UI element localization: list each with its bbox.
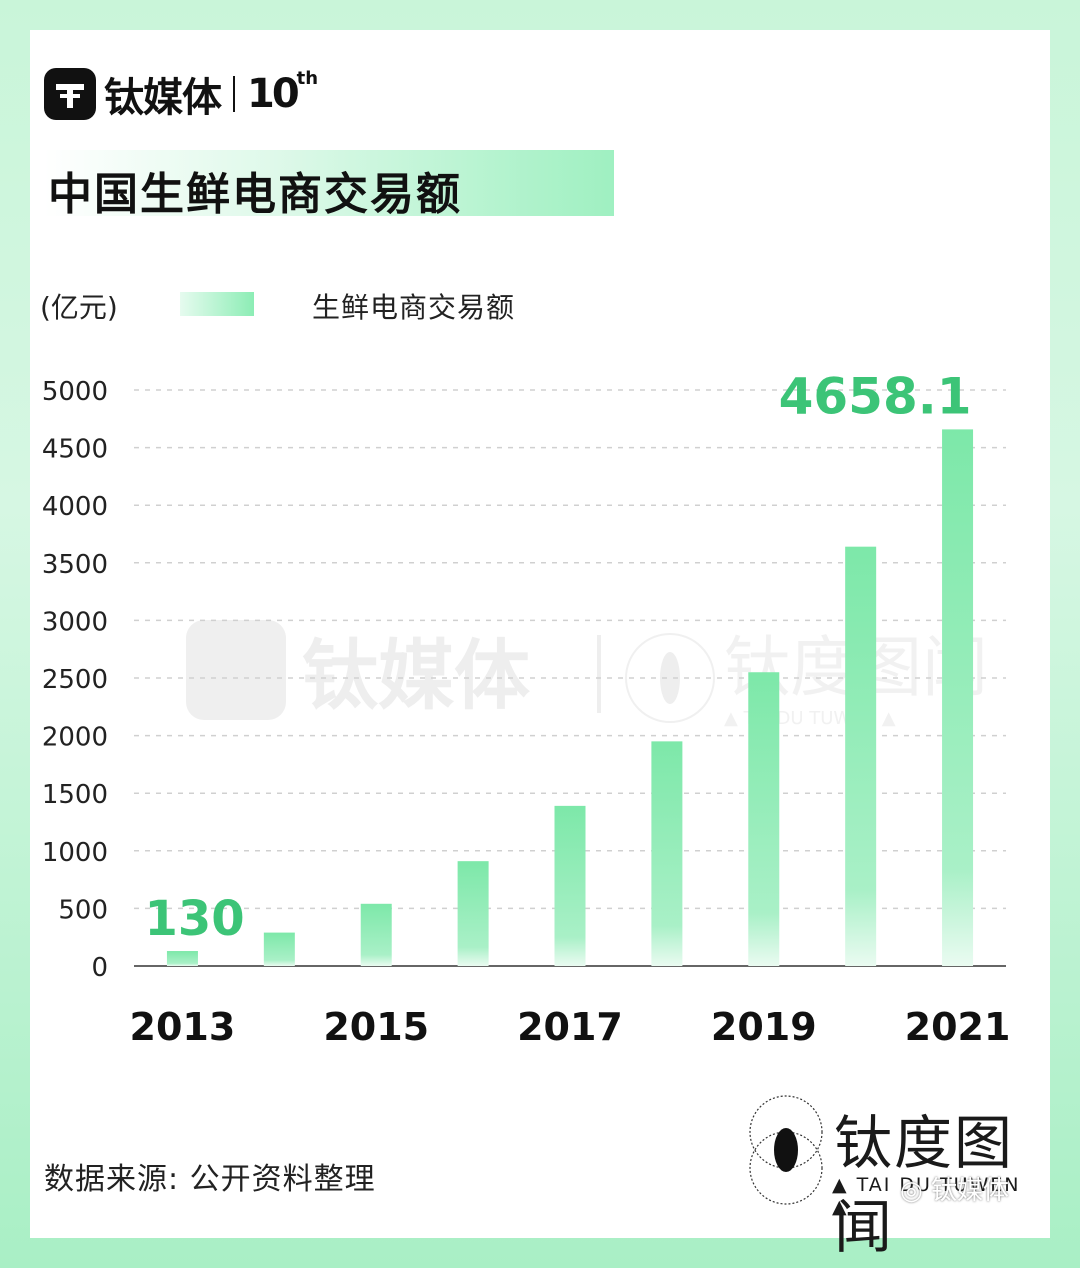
y-tick-label: 2500 — [42, 665, 108, 695]
x-tick-label: 2019 — [711, 1005, 817, 1049]
x-tick-label: 2021 — [905, 1005, 1011, 1049]
anniversary-number: 10 — [247, 71, 300, 117]
y-axis-ticks: 0 500 1000 1500 2000 2500 3000 3500 4000 4500 5000 — [42, 377, 108, 983]
x-axis-ticks: 2013 2015 2017 2019 2021 — [130, 1005, 1011, 1049]
y-tick-label: 1000 — [42, 838, 108, 868]
y-tick-label: 5000 — [42, 377, 108, 407]
y-tick-label: 4500 — [42, 435, 108, 465]
chart-title: 中国生鲜电商交易额 — [48, 169, 462, 220]
footer-brand: 钛度图闻 ▲ TAI DU TUWEN ▲ — [738, 1090, 1038, 1261]
y-tick-label: 3500 — [42, 550, 108, 580]
logo-text: 钛媒体 — [104, 75, 222, 121]
bar-2017 — [554, 805, 586, 966]
anniversary-suffix: th — [296, 67, 319, 89]
y-tick-label: 4000 — [42, 492, 108, 522]
logo-divider — [233, 76, 235, 112]
watermark-eye-icon — [625, 633, 715, 723]
bar-2014 — [263, 932, 295, 966]
data-label-2013: 130 — [144, 891, 244, 947]
y-axis-unit: (亿元) — [40, 291, 118, 324]
wechat-tag: ◎ 钛媒体 — [900, 1170, 1009, 1207]
watermark-logo-icon — [186, 620, 286, 720]
footer-brand-sub: ▲ TAI DU TUWEN ▲ — [832, 1174, 1021, 1218]
watermark-divider — [597, 635, 601, 713]
y-tick-label: 500 — [58, 895, 108, 925]
bars — [166, 429, 974, 967]
y-tick-label: 0 — [91, 953, 108, 983]
bar-2021 — [942, 429, 974, 967]
wechat-icon: ◎ — [900, 1176, 923, 1206]
legend-swatch — [180, 292, 254, 316]
x-tick-label: 2015 — [323, 1005, 429, 1049]
y-tick-label: 3000 — [42, 607, 108, 637]
footer-brand-name: 钛度图闻 — [834, 1109, 1015, 1261]
wechat-account: 钛媒体 — [930, 1176, 1009, 1206]
bar-2013 — [166, 951, 198, 966]
x-tick-label: 2013 — [130, 1005, 236, 1049]
bar-2020 — [845, 546, 877, 966]
bar-chart: 钛媒体 钛度图闻 ▲ TAI DU TUWEN ▲ 05001000150020… — [42, 367, 1011, 1049]
x-tick-label: 2017 — [517, 1005, 623, 1049]
data-source: 数据来源: 公开资料整理 — [44, 1162, 376, 1197]
bar-2015 — [360, 903, 392, 966]
watermark-brand-a: 钛媒体 — [302, 631, 530, 720]
bar-2018 — [651, 741, 683, 966]
title-highlight — [44, 150, 614, 216]
data-label-2021: 4658.1 — [779, 367, 972, 425]
legend-label: 生鲜电商交易额 — [312, 291, 516, 324]
bar-2019 — [748, 672, 780, 966]
tmt-logo-icon — [44, 68, 96, 120]
eye-logo-icon — [749, 1095, 823, 1205]
y-tick-label: 1500 — [42, 780, 108, 810]
annotations: 130 4658.1 — [144, 367, 971, 947]
bar-2016 — [457, 861, 489, 966]
y-tick-label: 2000 — [42, 723, 108, 753]
